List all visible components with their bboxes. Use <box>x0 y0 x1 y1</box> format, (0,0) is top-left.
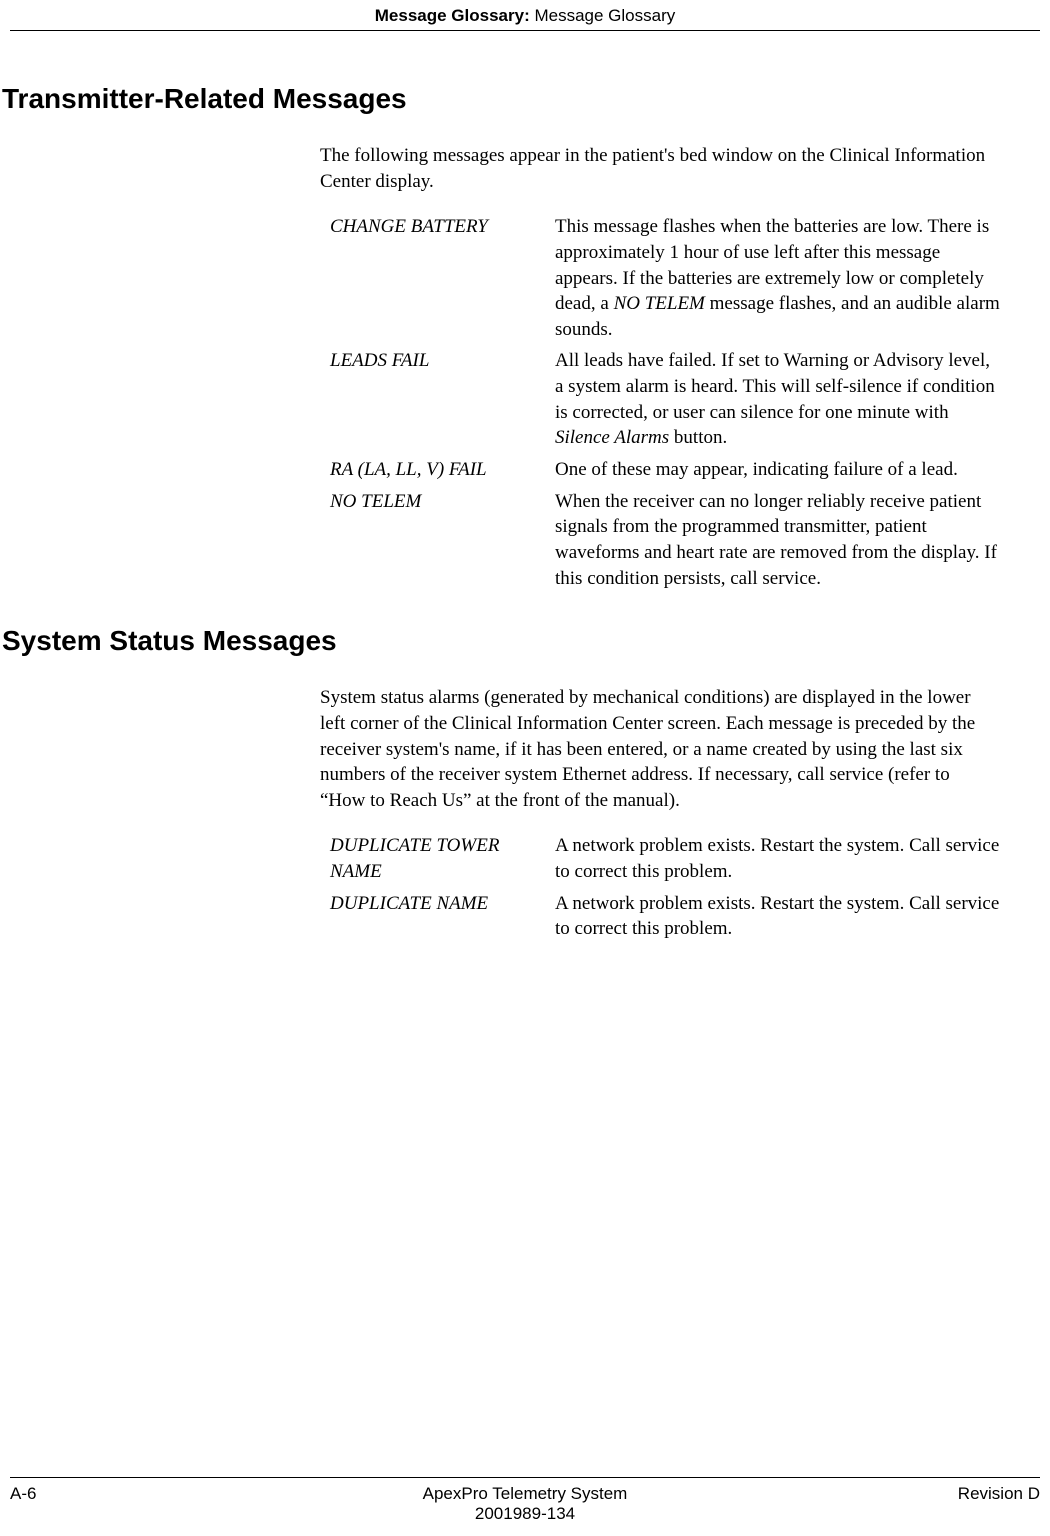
running-header: Message Glossary: Message Glossary <box>0 0 1050 30</box>
table-row: DUPLICATE NAME A network problem exists.… <box>330 891 1000 942</box>
desc-ital: Silence Alarms <box>555 427 669 448</box>
desc-text: button. <box>669 427 727 448</box>
desc-text: A network problem exists. Restart the sy… <box>555 893 999 940</box>
section2-table: DUPLICATE TOWER NAME A network problem e… <box>330 833 1000 942</box>
table-row: DUPLICATE TOWER NAME A network problem e… <box>330 833 1000 884</box>
footer-page-number: A-6 <box>10 1484 160 1524</box>
footer: A-6 ApexPro Telemetry System 2001989-134… <box>0 1477 1050 1524</box>
desc-text: A network problem exists. Restart the sy… <box>555 835 999 882</box>
description: One of these may appear, indicating fail… <box>555 457 1000 483</box>
desc-ital: NO TELEM <box>614 293 705 314</box>
header-rest: Message Glossary <box>530 6 676 25</box>
content-area: Transmitter-Related Messages The followi… <box>0 31 1050 942</box>
section2-title: System Status Messages <box>2 625 1040 657</box>
section1-table: CHANGE BATTERY This message flashes when… <box>330 214 1000 591</box>
description: A network problem exists. Restart the sy… <box>555 891 1000 942</box>
section1-intro: The following messages appear in the pat… <box>320 143 990 194</box>
table-row: NO TELEM When the receiver can no longer… <box>330 489 1000 592</box>
description: A network problem exists. Restart the sy… <box>555 833 1000 884</box>
header-bold: Message Glossary: <box>375 6 530 25</box>
section1-title: Transmitter-Related Messages <box>2 83 1040 115</box>
term: RA (LA, LL, V) FAIL <box>330 457 555 483</box>
table-row: LEADS FAIL All leads have failed. If set… <box>330 348 1000 451</box>
footer-docnum: 2001989-134 <box>160 1504 890 1524</box>
term: NO TELEM <box>330 489 555 515</box>
footer-revision: Revision D <box>890 1484 1040 1524</box>
description: When the receiver can no longer reliably… <box>555 489 1000 592</box>
desc-text: When the receiver can no longer reliably… <box>555 491 997 589</box>
term: LEADS FAIL <box>330 348 555 374</box>
description: All leads have failed. If set to Warning… <box>555 348 1000 451</box>
term: DUPLICATE TOWER NAME <box>330 833 555 884</box>
desc-text: All leads have failed. If set to Warning… <box>555 350 995 422</box>
footer-rule <box>10 1477 1040 1478</box>
term: CHANGE BATTERY <box>330 214 555 240</box>
description: This message flashes when the batteries … <box>555 214 1000 342</box>
term: DUPLICATE NAME <box>330 891 555 917</box>
page: Message Glossary: Message Glossary Trans… <box>0 0 1050 1536</box>
footer-row: A-6 ApexPro Telemetry System 2001989-134… <box>10 1484 1040 1524</box>
table-row: CHANGE BATTERY This message flashes when… <box>330 214 1000 342</box>
section2-intro: System status alarms (generated by mecha… <box>320 685 990 813</box>
footer-center: ApexPro Telemetry System 2001989-134 <box>160 1484 890 1524</box>
footer-title: ApexPro Telemetry System <box>160 1484 890 1504</box>
desc-text: One of these may appear, indicating fail… <box>555 459 958 480</box>
table-row: RA (LA, LL, V) FAIL One of these may app… <box>330 457 1000 483</box>
